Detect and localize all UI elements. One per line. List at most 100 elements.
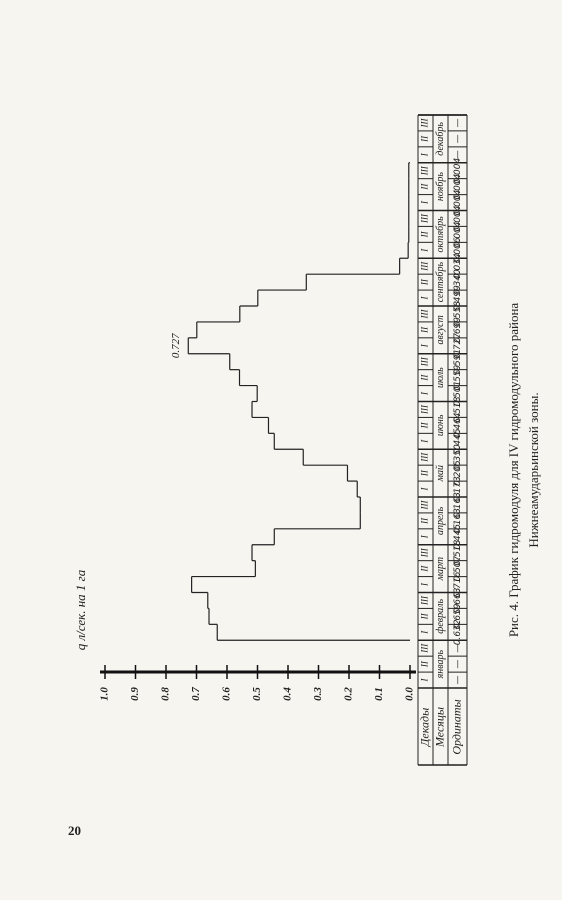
- decade-label: I: [420, 248, 430, 253]
- decade-label: I: [420, 200, 430, 205]
- decade-label: I: [420, 582, 430, 587]
- y-tick-label: 0.2: [343, 687, 355, 701]
- ordinate-label: 0.632: [453, 619, 463, 645]
- ordinate-label: —: [453, 134, 463, 143]
- row-header: Месяцы: [432, 707, 446, 748]
- ordinate-label: 0.716: [453, 571, 463, 597]
- decade-label: III: [420, 643, 430, 654]
- month-label: февраль: [435, 599, 446, 634]
- month-label: июль: [435, 367, 446, 388]
- decade-label: I: [420, 630, 430, 635]
- month-label: ноябрь: [435, 172, 446, 202]
- decade-label: II: [420, 517, 430, 525]
- ordinate-label: 0.501: [453, 381, 463, 407]
- decade-label: III: [420, 213, 430, 224]
- ordinate-label: 0.006: [453, 237, 463, 263]
- ordinate-label: 0.499: [453, 285, 463, 311]
- month-label: декабрь: [435, 122, 446, 156]
- y-tick-label: 0.9: [129, 687, 141, 701]
- ordinate-label: 0.163: [453, 492, 463, 518]
- ordinate-label: 0.518: [453, 540, 463, 566]
- caption-line: Рис. 4. График гидромодуля для IV гидром…: [506, 303, 521, 638]
- decade-label: III: [420, 308, 430, 319]
- annotation: 0.727: [170, 333, 182, 358]
- ordinate-label: 0.518: [453, 396, 463, 422]
- decade-label: II: [420, 469, 430, 477]
- ordinate-label: 0.559: [453, 364, 463, 390]
- decade-label: II: [420, 183, 430, 191]
- decade-label: I: [420, 678, 430, 683]
- y-tick-label: 0.3: [312, 687, 324, 701]
- decade-label: II: [420, 612, 430, 620]
- decade-label: II: [420, 421, 430, 429]
- ordinate-label: 0.004: [453, 221, 463, 247]
- ordinate-label: —: [453, 118, 463, 127]
- ordinate-label: 0.004: [453, 189, 463, 215]
- ordinate-label: —: [453, 660, 463, 669]
- row-header: Ординаты: [449, 699, 463, 754]
- ordinate-label: 0.034: [453, 253, 463, 279]
- ordinate-label: 0.591: [453, 349, 463, 375]
- decade-label: I: [420, 534, 430, 539]
- decade-label: III: [420, 404, 430, 415]
- ordinate-label: 0.663: [453, 587, 463, 613]
- decade-label: III: [420, 595, 430, 606]
- decade-label: II: [420, 135, 430, 143]
- ordinate-label: 0.558: [453, 301, 463, 327]
- decade-label: I: [420, 487, 430, 492]
- decade-label: III: [420, 499, 430, 510]
- ordinate-label: 0.340: [453, 269, 463, 295]
- y-tick-label: 0.1: [373, 687, 385, 701]
- decade-label: III: [420, 452, 430, 463]
- month-label: октябрь: [435, 216, 446, 253]
- decade-label: II: [420, 326, 430, 334]
- row-header: Декады: [417, 708, 431, 747]
- decade-label: II: [420, 660, 430, 668]
- month-label: март: [435, 557, 446, 581]
- decade-label: II: [420, 230, 430, 238]
- y-tick-label: 0.0: [404, 687, 416, 701]
- ordinate-label: 0.004: [453, 158, 463, 184]
- month-label: сентябрь: [435, 262, 446, 303]
- month-label: январь: [435, 649, 446, 679]
- axis-label: q л/сек. на 1 га: [73, 569, 88, 650]
- ordinate-label: —: [453, 644, 463, 653]
- decade-label: III: [420, 356, 430, 367]
- month-label: август: [435, 315, 446, 344]
- decade-label: III: [420, 117, 430, 128]
- month-label: апрель: [435, 506, 446, 535]
- ordinate-label: 0.727: [453, 333, 463, 359]
- decade-label: II: [420, 278, 430, 286]
- decade-label: I: [420, 152, 430, 157]
- ordinate-label: 0.004: [453, 205, 463, 231]
- ordinate-label: 0.659: [453, 603, 463, 629]
- month-label: июнь: [435, 414, 446, 436]
- decade-label: III: [420, 547, 430, 558]
- ordinate-label: 0.699: [453, 317, 463, 343]
- decade-label: I: [420, 391, 430, 396]
- ordinate-label: 0.163: [453, 508, 463, 534]
- y-tick-label: 0.7: [190, 687, 202, 701]
- ordinate-label: 0.350: [453, 444, 463, 470]
- y-tick-label: 0.4: [282, 687, 294, 701]
- y-tick-label: 0.6: [221, 687, 233, 701]
- decade-label: III: [420, 261, 430, 272]
- page-number: 20: [68, 823, 81, 838]
- caption-line: Нижнеамударьинской зоны.: [526, 392, 541, 547]
- y-tick-label: 0.5: [251, 687, 263, 701]
- month-label: май: [435, 465, 446, 482]
- decade-label: I: [420, 296, 430, 301]
- decade-label: III: [420, 165, 430, 176]
- ordinate-label: 0.507: [453, 555, 463, 581]
- decade-label: II: [420, 565, 430, 573]
- ordinate-label: 0.445: [453, 524, 463, 550]
- y-tick-label: 0.8: [160, 687, 172, 701]
- y-tick-label: 1.0: [99, 687, 111, 701]
- ordinate-label: —: [453, 150, 463, 159]
- decade-label: I: [420, 343, 430, 348]
- ordinate-label: 0.445: [453, 428, 463, 454]
- ordinate-label: 0.173: [453, 476, 463, 502]
- ordinate-label: 0.205: [453, 460, 463, 486]
- decade-label: II: [420, 374, 430, 382]
